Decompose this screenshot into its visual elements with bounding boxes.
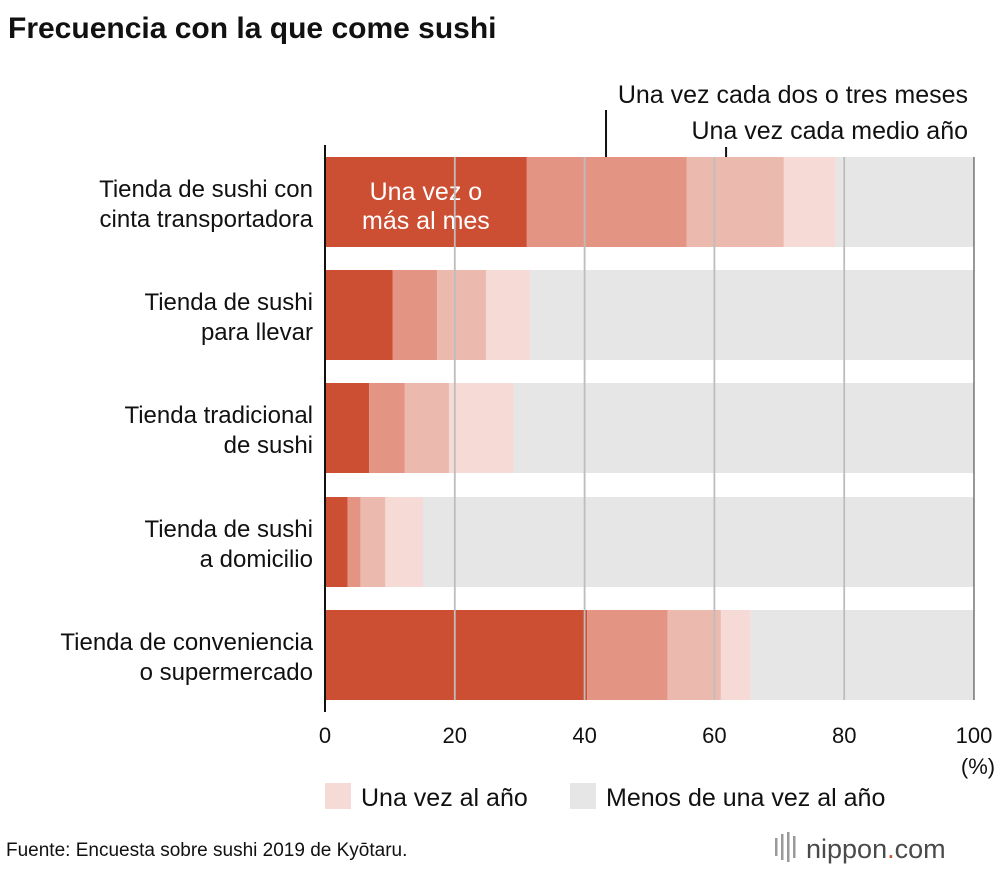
bar-4-segment-2 — [347, 497, 361, 587]
bar-3-segment-3 — [404, 383, 449, 473]
legend-swatch-2 — [570, 783, 596, 809]
x-axis-unit: (%) — [961, 754, 995, 779]
grid-lines — [453, 157, 975, 700]
bar-2-segment-6 — [530, 270, 974, 360]
x-tick-label-80: 80 — [832, 723, 856, 748]
bar-1-segment-1 — [325, 157, 527, 247]
logo-suffix: com — [895, 834, 946, 864]
category-label-5: Tienda de conveniencia o supermercado — [60, 629, 313, 686]
bar-5-segment-6 — [750, 610, 974, 700]
legend-label-2: Menos de una vez al año — [606, 784, 885, 812]
bar-2-segment-1 — [325, 270, 393, 360]
bar-1-segment-4 — [783, 157, 836, 247]
legend: Una vez al año Menos de una vez al año — [325, 783, 885, 812]
legend-label-1: Una vez al año — [361, 784, 528, 812]
bar-3-segment-2 — [369, 383, 405, 473]
annotation-label-1: Una vez cada dos o tres meses — [618, 81, 968, 109]
bar-5-segment-2 — [587, 610, 668, 700]
legend-swatch-1 — [325, 783, 351, 809]
x-tick-label-40: 40 — [572, 723, 596, 748]
annotations: Una vez cada dos o tres meses Una vez cad… — [605, 81, 968, 157]
bar-4-segment-6 — [422, 497, 974, 587]
chart-title: Frecuencia con la que come sushi — [8, 12, 497, 45]
annotation-label-2: Una vez cada medio año — [691, 117, 968, 145]
bar-5-segment-4 — [720, 610, 751, 700]
bar-1-segment-2 — [526, 157, 687, 247]
nippon-logo: nippon.com — [775, 832, 946, 864]
bar-4-segment-3 — [360, 497, 386, 587]
bar-3-segment-1 — [325, 383, 370, 473]
x-tick-label-100: 100 — [956, 723, 993, 748]
x-axis-ticks: 0 20 40 60 80 100 — [319, 145, 992, 748]
bar-2-segment-2 — [392, 270, 438, 360]
bar-4-segment-1 — [325, 497, 348, 587]
category-labels: Tienda de sushi con cinta transportadora T… — [60, 176, 313, 686]
category-label-3: Tienda tradicional de sushi — [124, 402, 313, 459]
bar-4-segment-4 — [385, 497, 423, 587]
bar-5-segment-1 — [325, 610, 588, 700]
bar-3-segment-4 — [448, 383, 514, 473]
bar-2-segment-3 — [437, 270, 486, 360]
source-note: Fuente: Encuesta sobre sushi 2019 de Kyō… — [6, 840, 407, 861]
x-tick-label-20: 20 — [443, 723, 467, 748]
logo-text: nippon.com — [806, 834, 946, 864]
bar-1-segment-6 — [835, 157, 974, 247]
series-1-inline-label: Una vez o más al mes — [362, 178, 490, 235]
logo-mark-icon — [775, 832, 796, 862]
bar-1-segment-3 — [686, 157, 784, 247]
category-label-4: Tienda de sushi a domicilio — [144, 516, 313, 573]
bar-2-segment-4 — [485, 270, 531, 360]
bar-5-segment-3 — [667, 610, 721, 700]
x-tick-label-60: 60 — [702, 723, 726, 748]
logo-dot: . — [887, 834, 895, 864]
category-label-2: Tienda de sushi para llevar — [144, 289, 313, 346]
logo-main: nippon — [806, 834, 887, 864]
category-label-1: Tienda de sushi con cinta transportadora — [99, 176, 314, 233]
bars: Una vez o más al mes — [325, 157, 974, 700]
x-tick-label-0: 0 — [319, 723, 331, 748]
bar-3-segment-6 — [513, 383, 974, 473]
